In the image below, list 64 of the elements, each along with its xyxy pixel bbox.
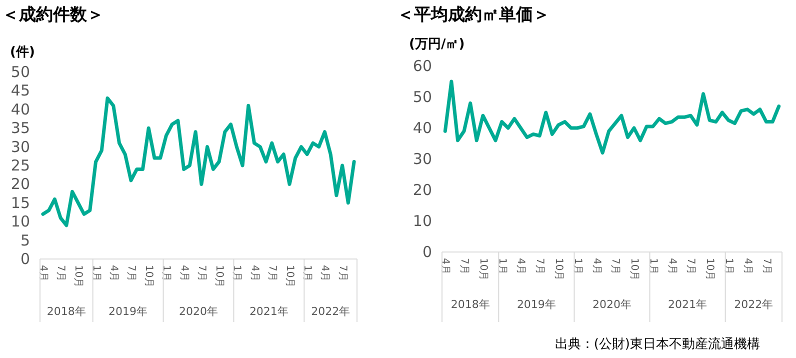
line-series [41,96,356,228]
x-tick-label: 4月 [319,265,330,282]
y-tick-label: 5 [20,231,30,250]
x-tick-label: 7月 [55,265,66,282]
x-tick-label: 4月 [590,258,602,274]
x-tick-label: 7月 [534,258,546,274]
text: 2020年 [179,305,218,318]
x-tick-label: 7月 [125,265,136,282]
y-axis-title: (万円/㎡) [409,37,465,52]
y-tick-label: 60 [412,57,432,75]
y-tick-label: 30 [10,138,30,156]
chart-title: ＜成約件数＞ [2,5,104,25]
x-tick-label: 4月 [178,265,190,282]
x-tick-label: 4月 [666,258,678,274]
x-tick-label: 10月 [72,265,84,288]
x-tick-label: 10月 [552,258,564,281]
x-tick-label: 7月 [266,265,278,282]
y-tick-label: 20 [412,181,432,199]
text: 2018年 [450,298,490,311]
y-tick-label: 10 [10,212,30,231]
text: 2019年 [108,305,148,318]
x-tick-label: 10月 [143,265,154,288]
x-tick-label: 1月 [160,265,172,282]
x-tick-label: 7月 [196,265,207,282]
x-tick-label: 7月 [760,258,772,274]
y-tick-label: 50 [10,63,30,81]
y-axis-title: (件) [10,45,35,60]
text: 2018年 [46,305,86,318]
text: 2022年 [311,305,350,318]
line-series [443,80,781,155]
y-tick-label: 0 [422,243,432,261]
x-tick-label: 4月 [248,265,260,282]
x-tick-label: 4月 [742,258,753,274]
text: 2019年 [516,298,556,311]
source-note: 出典：(公財)東日本不動産流通機構 [554,336,760,352]
x-tick-label: 4月 [108,265,119,282]
y-tick-label: 30 [412,150,432,168]
x-tick-label: 10月 [477,258,488,281]
text: 2021年 [249,305,288,318]
y-tick-label: 25 [10,156,30,174]
y-tick-label: 40 [412,119,432,137]
x-tick-label: 10月 [704,258,716,281]
x-tick-label: 10月 [214,265,225,288]
x-tick-label: 10月 [628,258,640,281]
y-tick-label: 45 [10,82,30,100]
y-tick-label: 20 [10,175,30,194]
x-tick-label: 7月 [336,265,348,282]
x-tick-label: 1月 [302,265,313,282]
text: 2021年 [668,298,708,311]
x-tick-label: 7月 [458,258,470,274]
chart-title: ＜平均成約㎡単価＞ [397,5,550,25]
x-tick-label: 7月 [610,258,621,274]
x-tick-label: 10月 [284,265,295,288]
y-tick-label: 0 [20,250,30,268]
text: 2022年 [734,298,774,311]
x-tick-label: 1月 [231,265,242,282]
x-tick-label: 4月 [515,258,526,274]
y-tick-label: 10 [412,212,432,230]
y-tick-label: 15 [10,194,30,212]
text: 2020年 [592,298,632,311]
y-tick-label: 35 [10,119,30,138]
x-tick-label: 7月 [685,258,696,274]
y-tick-label: 50 [412,88,432,106]
y-tick-label: 40 [10,100,30,118]
